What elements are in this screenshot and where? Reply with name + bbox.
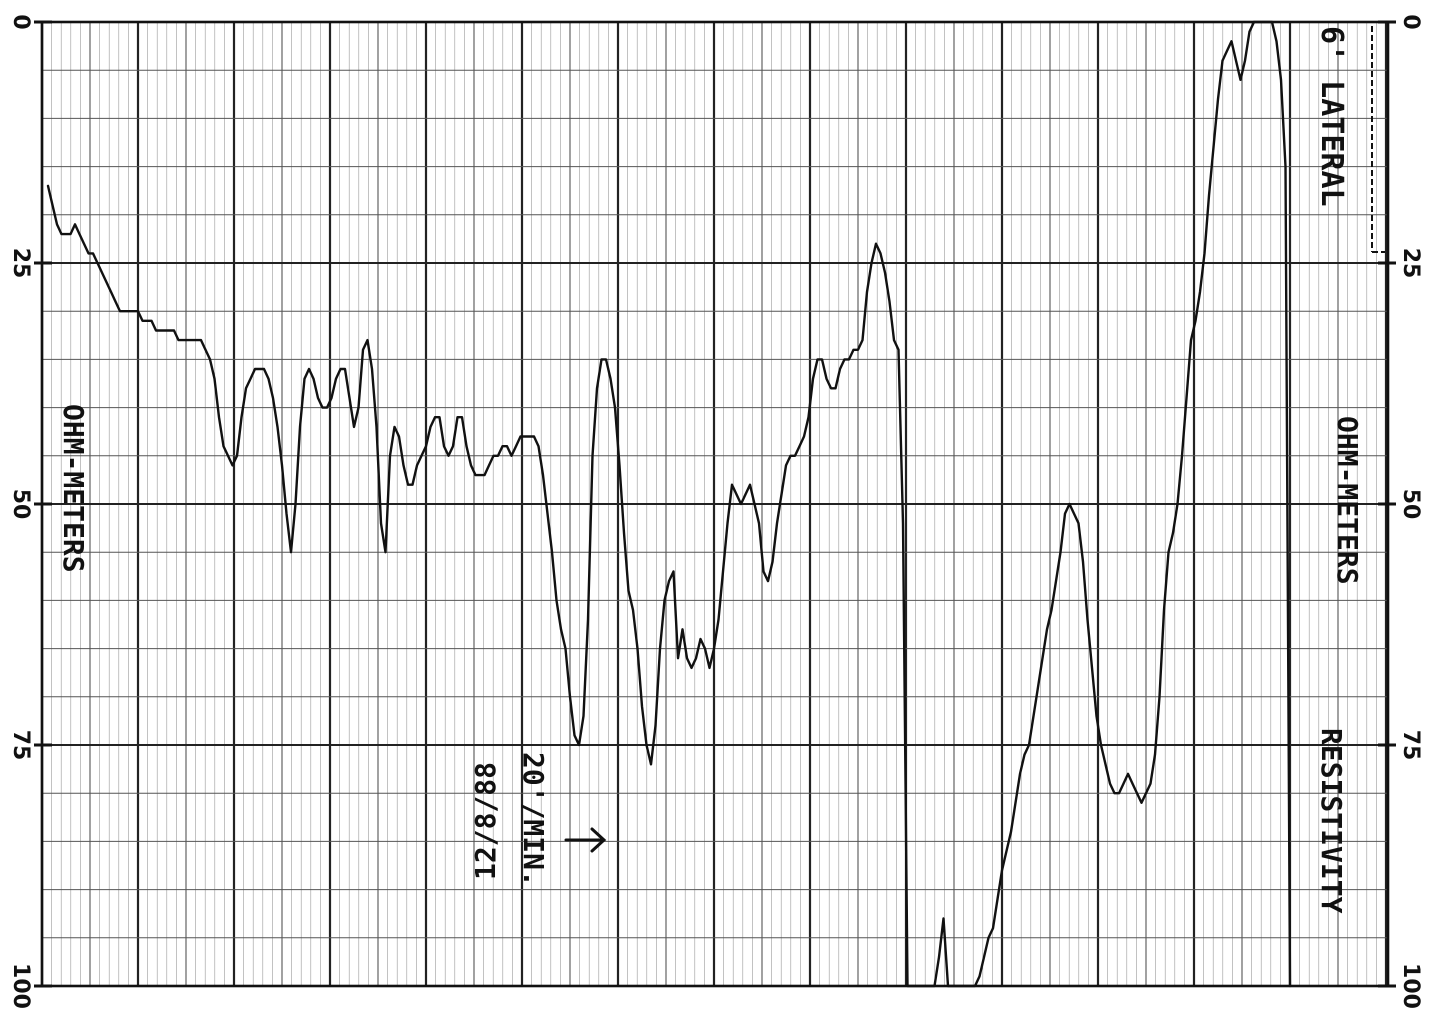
tick-label-left: 100 bbox=[8, 963, 33, 1009]
tick-label-right: 25 bbox=[1398, 248, 1423, 279]
date-annotation: 12/8/88 bbox=[469, 762, 502, 880]
tick-label-left: 0 bbox=[8, 14, 33, 29]
direction-arrow bbox=[564, 827, 607, 853]
log-header-bracket bbox=[1371, 26, 1385, 253]
tick-label-right: 75 bbox=[1398, 730, 1423, 761]
grid bbox=[40, 21, 1388, 987]
tick-label-right: 100 bbox=[1398, 963, 1423, 1009]
axis-title: RESISTIVITY bbox=[1315, 728, 1348, 914]
tick-label-left: 50 bbox=[8, 489, 33, 520]
left-unit-label: OHM-METERS bbox=[57, 404, 90, 573]
tick-label-left: 25 bbox=[8, 248, 33, 279]
right-unit-label: OHM-METERS bbox=[1331, 416, 1364, 585]
chart-frame bbox=[34, 20, 1396, 988]
speed-annotation: 20'/MIN. bbox=[517, 752, 550, 887]
tick-label-right: 0 bbox=[1398, 14, 1423, 29]
tick-label-left: 75 bbox=[8, 730, 33, 761]
resistivity-curve bbox=[46, 20, 1292, 988]
log-name-label: 6' LATERAL bbox=[1314, 26, 1349, 207]
tick-labels: 0 0 25 25 50 50 75 75 100 100 bbox=[8, 14, 1423, 1009]
tick-label-right: 50 bbox=[1398, 489, 1423, 520]
